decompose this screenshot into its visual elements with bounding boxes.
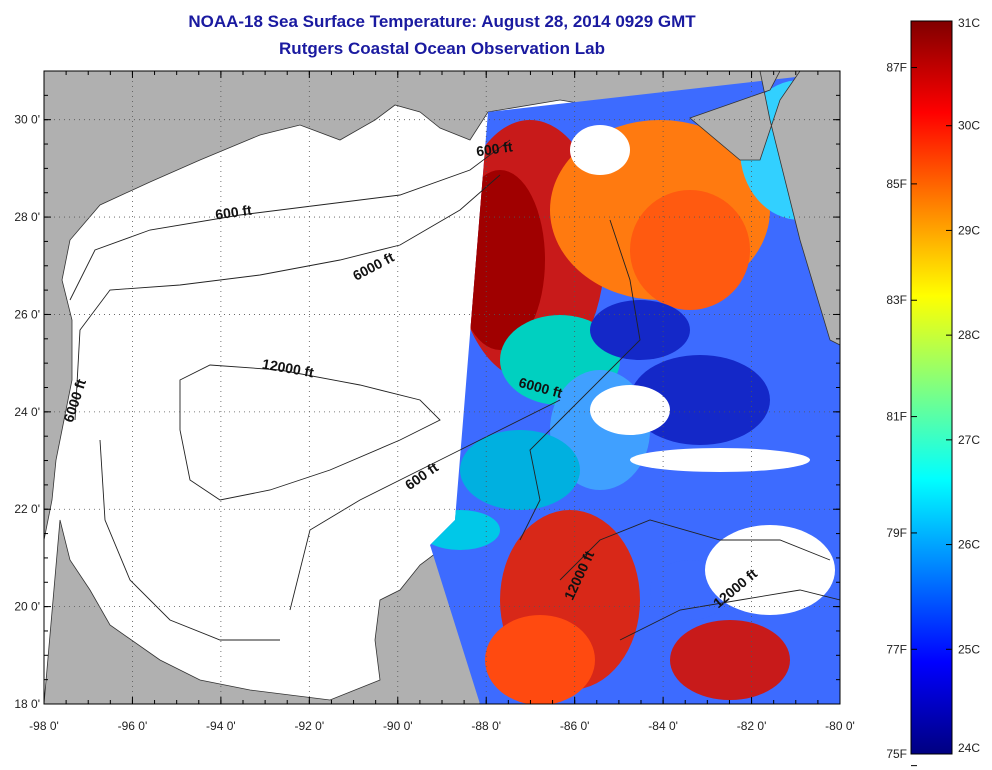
y-tick-label: 28 0' [14,210,40,224]
contour-600ft-north [69,139,511,301]
y-tick-label: 24 0' [14,405,40,419]
colorbar-label-celsius: 25C [958,642,980,656]
colorbar-ticks: 31C 30C 29C 28C 27C 26C 25C 24C 87F 85F 83F 81F 79F 7… [886,16,980,767]
x-tick-label: -96 0' [118,719,148,733]
colorbar-label-fahrenheit: 75F [886,747,907,761]
florida-peninsula [689,71,840,346]
colorbar-label-fahrenheit: 85F [886,177,907,191]
y-tick-label: 20 0' [14,600,40,614]
bathymetry-contours [69,139,840,641]
colorbar-label-celsius: 26C [958,538,980,552]
colorbar-label-celsius: 27C [958,433,980,447]
colorbar-label-fahrenheit: 87F [886,61,907,75]
x-tick-label: -82 0' [737,719,767,733]
x-tick-label: -88 0' [471,719,501,733]
contour-yucatan-channel [519,219,641,541]
contour-600ft-south [289,399,561,611]
contour-label: 600 ft [475,138,514,159]
colorbar-label-celsius: 24C [958,741,980,755]
contour-label: 600 ft [214,202,253,223]
x-tick-label: -92 0' [295,719,325,733]
colorbar-label-celsius: 29C [958,223,980,237]
colorbar-label-celsius: 28C [958,328,980,342]
x-tick-label: -80 0' [825,719,855,733]
contour-12000ft [179,364,441,501]
contour-6000ft-west [99,439,280,641]
x-tick-label: -90 0' [383,719,413,733]
x-tick-label: -86 0' [560,719,590,733]
y-tick-label: 26 0' [14,307,40,321]
x-tick-label: -84 0' [648,719,678,733]
colorbar-label-celsius: 31C [958,16,980,30]
colorbar-label-fahrenheit: 83F [886,293,907,307]
colorbar [910,20,953,755]
map-subtitle: Rutgers Coastal Ocean Observation Lab [279,39,605,58]
map-title: NOAA-18 Sea Surface Temperature: August … [188,12,696,31]
colorbar-label-celsius: 30C [958,119,980,133]
colorbar-label-fahrenheit: 81F [886,410,907,424]
contour-caribbean [619,589,840,641]
y-tick-label: 22 0' [14,502,40,516]
y-tick-label: 30 0' [14,113,40,127]
colorbar-label-fahrenheit: 79F [886,526,907,540]
contour-yucatan-12000ft [559,519,831,581]
x-tick-label: -98 0' [29,719,59,733]
graticule [44,71,840,704]
map-axes: -98 0' -96 0' -94 0' -92 0' -90 0' -88 0' -86 … [14,70,855,733]
colorbar-label-fahrenheit: 77F [886,642,907,656]
contour-6000ft [74,174,501,421]
y-tick-label: 18 0' [14,697,40,711]
x-tick-label: -94 0' [206,719,236,733]
